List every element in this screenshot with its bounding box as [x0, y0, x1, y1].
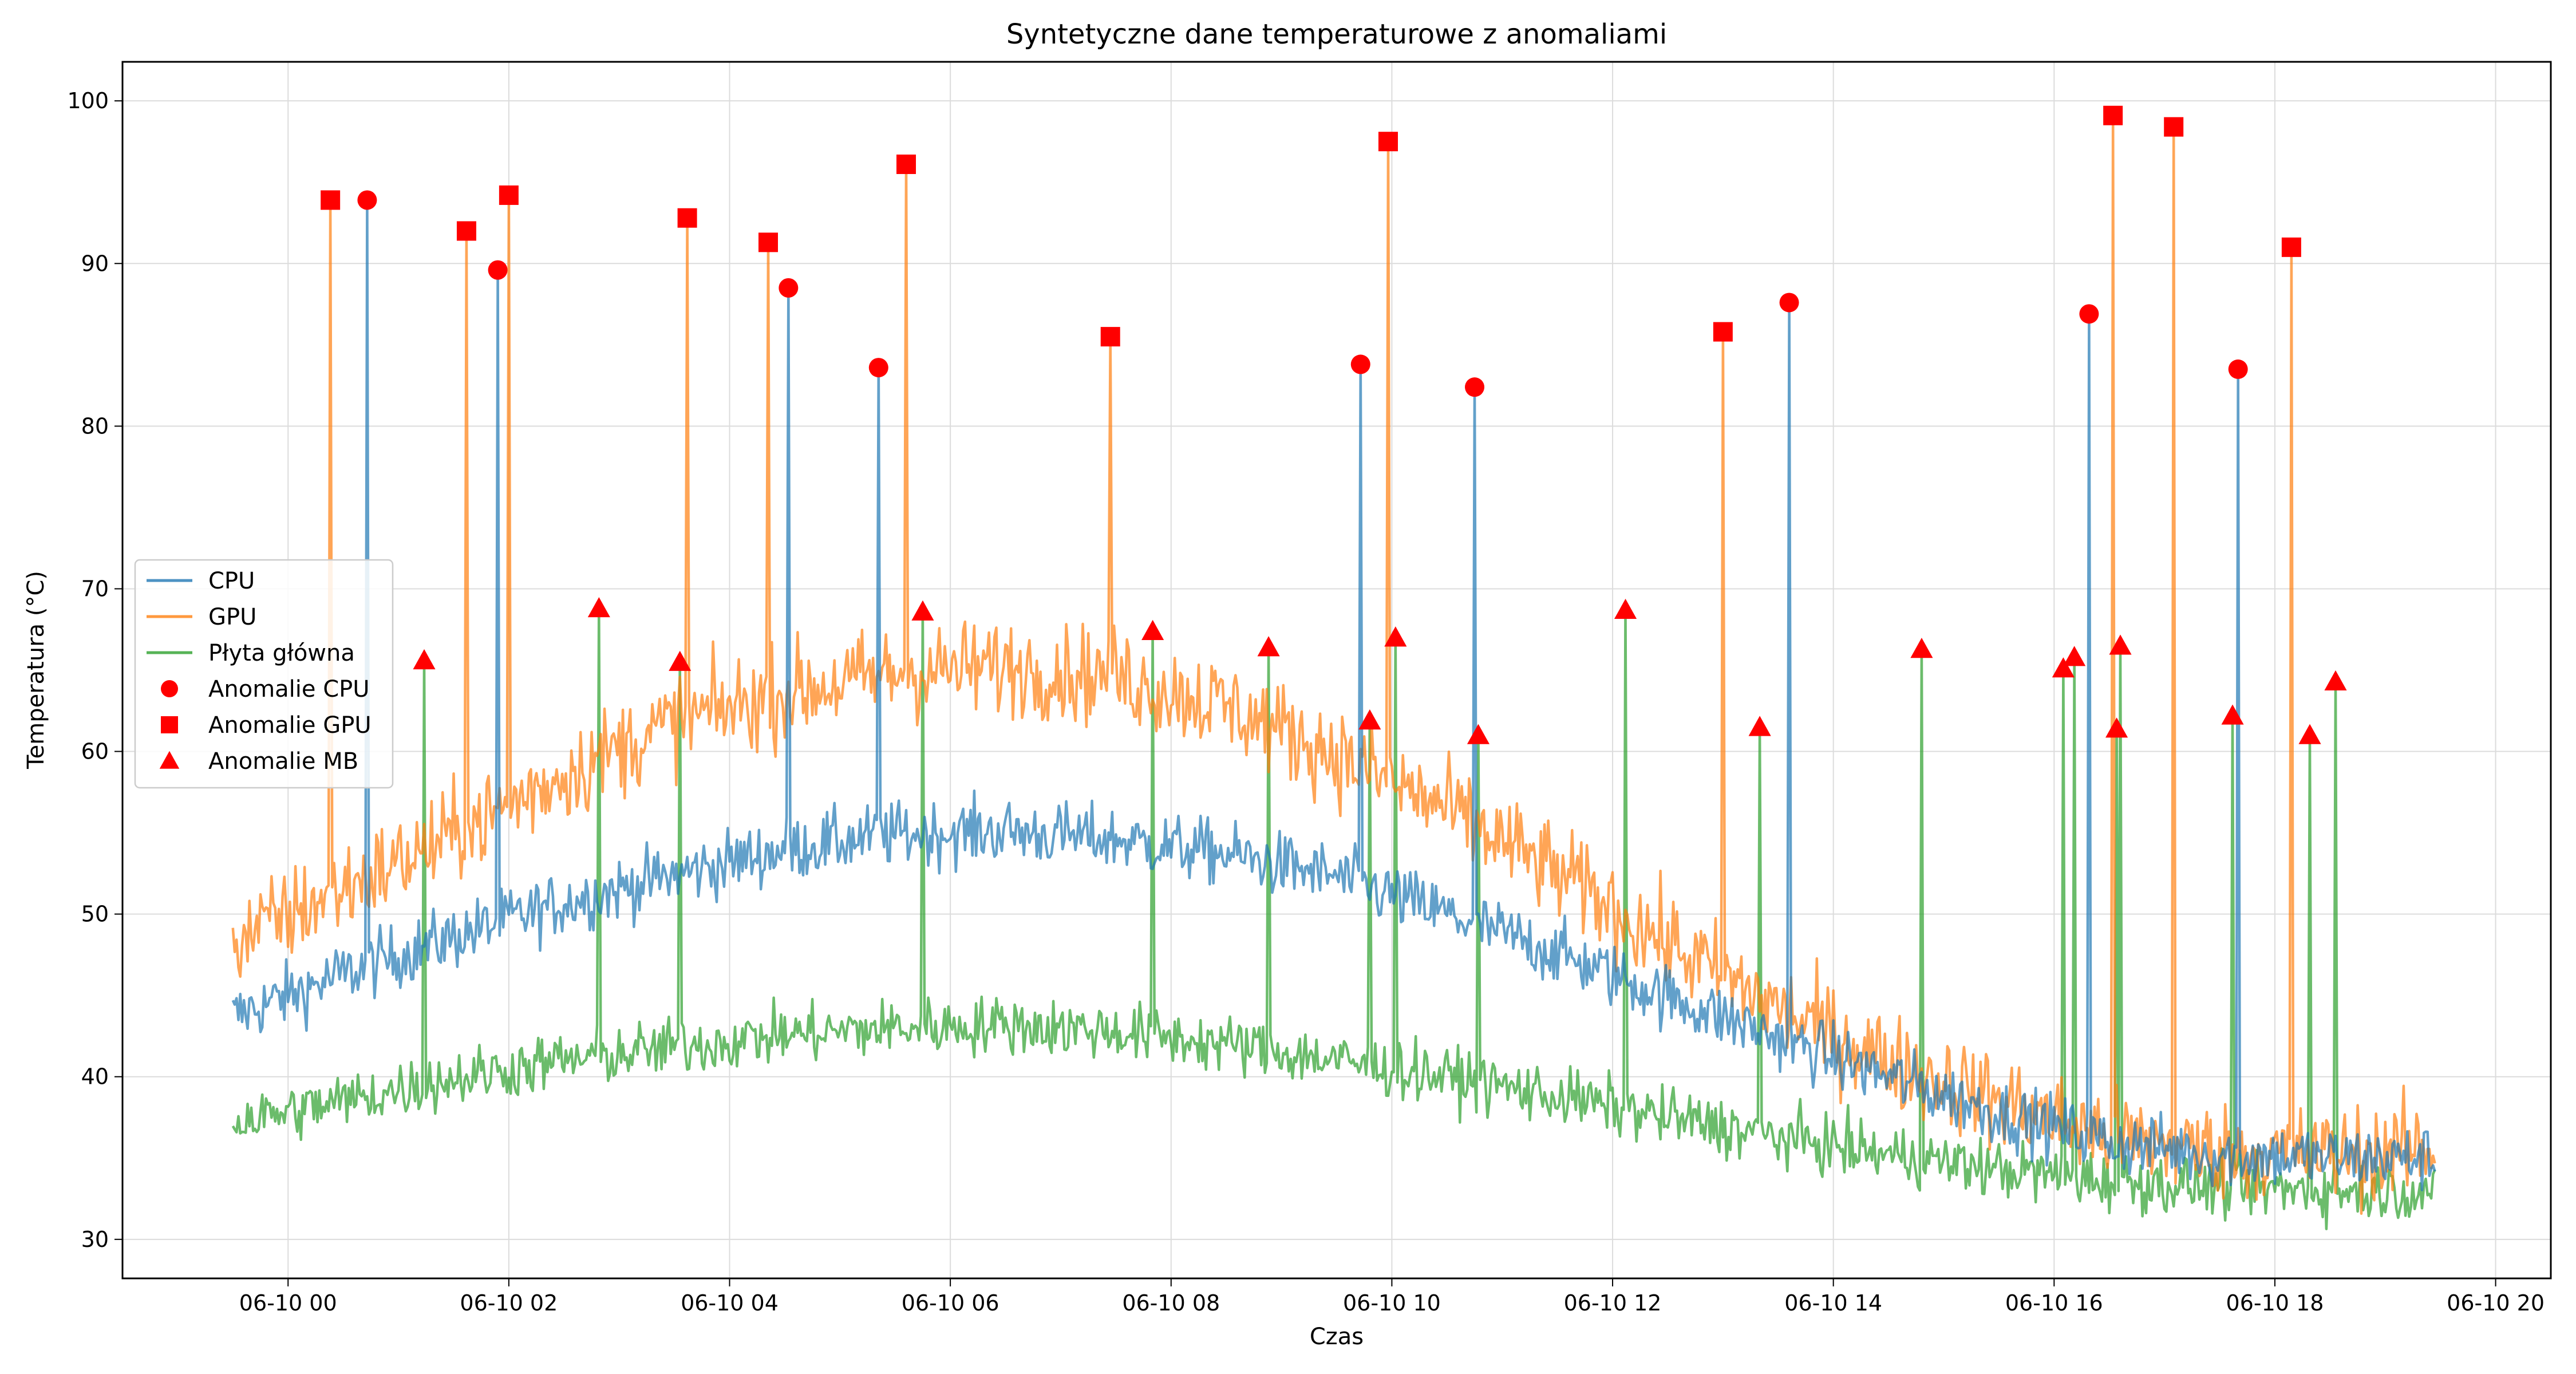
anomaly-marker-circle [1779, 293, 1799, 313]
anomaly-marker-circle [1350, 354, 1370, 374]
x-tick-label: 06-10 16 [2005, 1290, 2103, 1316]
anomaly-marker-triangle [1257, 636, 1280, 657]
anomaly-marker-triangle [1910, 638, 1933, 658]
anomaly-marker-square [321, 190, 341, 210]
anomaly-marker-triangle [1384, 626, 1407, 647]
anomaly-marker-circle [868, 358, 888, 378]
anomaly-marker-triangle [1614, 598, 1637, 619]
anomaly-marker-square [2281, 237, 2301, 257]
legend: CPU GPU Płyta główna Anomalie CPU Anomalie G… [134, 559, 394, 789]
legend-label: Anomalie MB [208, 748, 358, 775]
anomaly-marker-square [2164, 117, 2184, 137]
anomaly-marker-triangle [1358, 709, 1381, 730]
anomaly-marker-triangle [413, 649, 436, 670]
anomaly-marker-square [1100, 327, 1120, 347]
x-tick-label: 06-10 06 [902, 1290, 999, 1316]
anomaly-marker-circle [2228, 359, 2248, 379]
anomaly-marker-triangle [587, 597, 610, 618]
anomaly-marker-triangle [2298, 724, 2321, 744]
y-tick-label: 40 [81, 1064, 109, 1089]
anomaly-marker-triangle [1467, 724, 1490, 744]
anomaly-marker-square [677, 208, 697, 228]
anomaly-marker-square [499, 185, 519, 205]
chart-title: Syntetyczne dane temperaturowe z anomali… [1006, 18, 1667, 50]
anomaly-marker-square [1713, 322, 1733, 342]
anomaly-marker-triangle [1141, 619, 1164, 640]
y-tick-label: 90 [81, 251, 109, 276]
legend-label: CPU [208, 568, 255, 594]
y-tick-label: 100 [67, 88, 109, 113]
legend-label: Anomalie CPU [208, 676, 370, 702]
anomaly-marker-triangle [2052, 657, 2075, 678]
axis-ticks: 06-10 00 06-10 02 06-10 04 06-10 06 06-10 08… [67, 88, 2545, 1316]
legend-label: Anomalie GPU [208, 712, 372, 739]
anomaly-marker-circle [1465, 377, 1485, 397]
anomaly-marker-triangle [669, 650, 692, 671]
x-tick-label: 06-10 08 [1122, 1290, 1220, 1316]
plot-frame [121, 61, 2552, 1280]
y-tick-label: 70 [81, 576, 109, 601]
anomaly-marker-circle [488, 260, 508, 280]
legend-marker-circle [161, 680, 178, 697]
anomaly-marker-circle [357, 190, 377, 210]
legend-label: GPU [208, 604, 256, 630]
legend-marker-square [161, 716, 178, 733]
plot-area [231, 105, 2436, 1230]
anomaly-marker-square [896, 154, 916, 174]
anomaly-marker-square [456, 221, 476, 241]
x-tick-label: 06-10 20 [2447, 1290, 2545, 1316]
x-tick-label: 06-10 18 [2226, 1290, 2324, 1316]
x-tick-label: 06-10 12 [1564, 1290, 1662, 1316]
anomaly-marker-triangle [1748, 716, 1771, 736]
y-axis-label: Temperatura (°C) [23, 571, 49, 769]
series-line-Płyta główna [231, 607, 2436, 1230]
anomaly-marker-triangle [2109, 634, 2132, 655]
anomaly-marker-triangle [2221, 704, 2244, 725]
x-tick-label: 06-10 02 [460, 1290, 558, 1316]
anomaly-marker-square [1378, 132, 1398, 152]
legend-marker-triangle [159, 751, 180, 769]
anomaly-marker-square [758, 232, 778, 252]
x-tick-label: 06-10 00 [239, 1290, 337, 1316]
anomaly-marker-square [2103, 105, 2123, 125]
y-tick-label: 60 [81, 739, 109, 764]
anomaly-marker-circle [2079, 304, 2099, 324]
x-tick-label: 06-10 10 [1343, 1290, 1441, 1316]
anomaly-marker-triangle [911, 600, 934, 621]
x-tick-label: 06-10 14 [1784, 1290, 1882, 1316]
x-tick-label: 06-10 04 [681, 1290, 779, 1316]
legend-label: Płyta główna [208, 640, 355, 666]
anomaly-marker-triangle [2324, 670, 2347, 691]
series-line-CPU [231, 199, 2436, 1191]
series-line-GPU [231, 114, 2436, 1215]
anomaly-marker-triangle [2063, 646, 2086, 666]
y-tick-label: 30 [81, 1227, 109, 1252]
y-tick-label: 80 [81, 413, 109, 439]
x-axis-label: Czas [1310, 1324, 1364, 1350]
anomaly-marker-circle [779, 278, 799, 298]
y-tick-label: 50 [81, 902, 109, 927]
legend-box [134, 559, 394, 789]
anomaly-marker-triangle [2105, 717, 2128, 738]
